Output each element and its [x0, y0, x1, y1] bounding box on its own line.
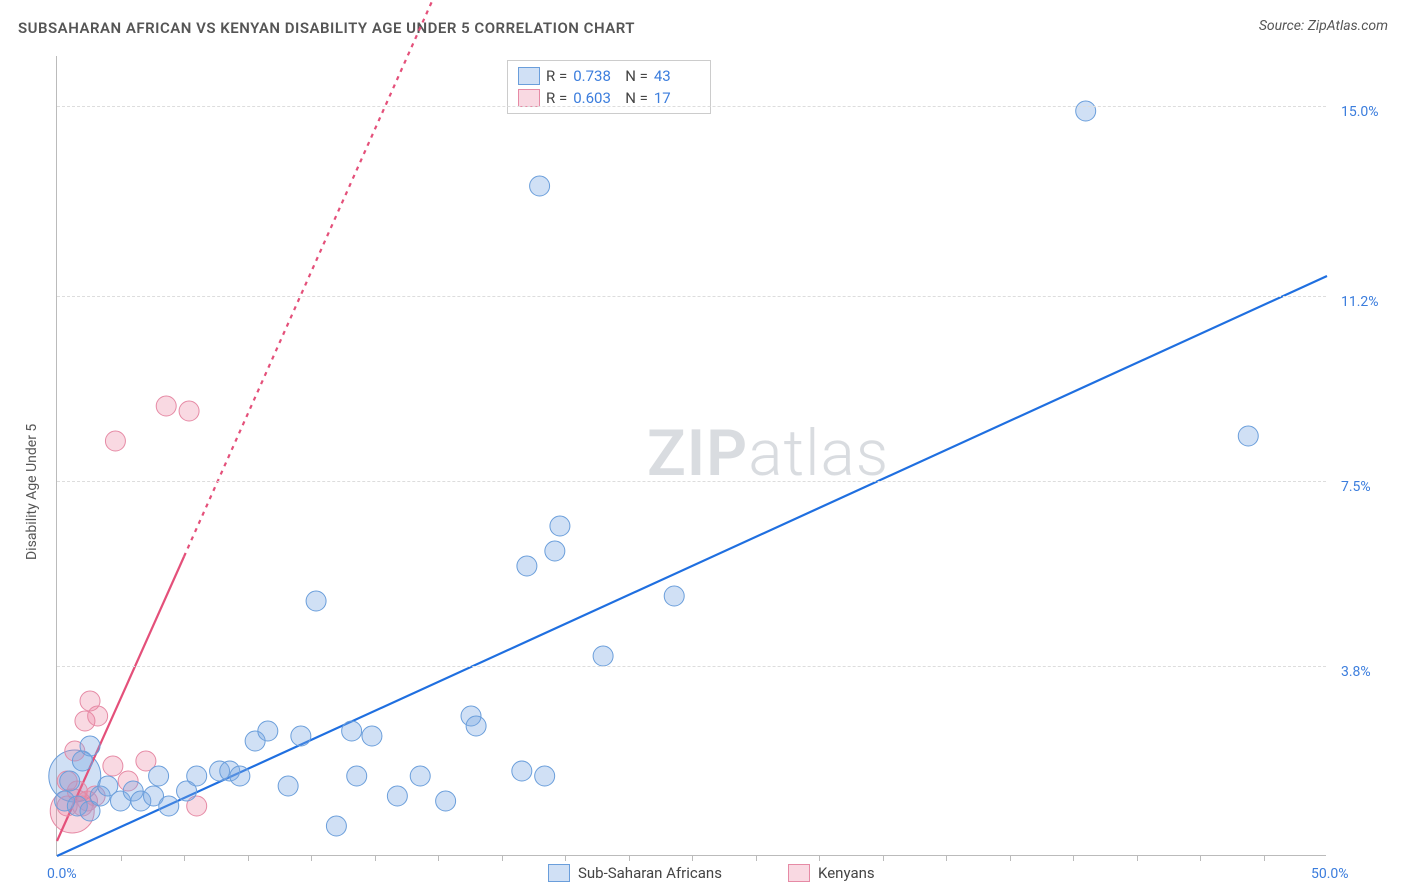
title-bar: SUBSAHARAN AFRICAN VS KENYAN DISABILITY … — [18, 18, 1388, 42]
x-tick — [1200, 855, 1201, 861]
scatter-point — [230, 766, 250, 786]
trendline-dashed — [184, 0, 463, 557]
scatter-point — [436, 791, 456, 811]
x-tick — [311, 855, 312, 861]
scatter-point — [1238, 426, 1258, 446]
plot-area: ZIPatlas R = 0.738 N = 43 R = 0.603 N = … — [56, 56, 1326, 856]
scatter-point — [362, 726, 382, 746]
scatter-point — [517, 556, 537, 576]
scatter-point — [410, 766, 430, 786]
scatter-point — [466, 716, 486, 736]
scatter-point — [545, 541, 565, 561]
scatter-point — [306, 591, 326, 611]
scatter-point — [103, 756, 123, 776]
scatter-point — [347, 766, 367, 786]
x-tick — [502, 855, 503, 861]
x-tick — [946, 855, 947, 861]
gridline-h — [57, 106, 1326, 107]
scatter-point — [512, 761, 532, 781]
swatch-blue — [518, 67, 540, 85]
x-tick — [248, 855, 249, 861]
x-tick — [1073, 855, 1074, 861]
r-value-pink: 0.603 — [573, 89, 619, 107]
scatter-point — [105, 431, 125, 451]
x-tick — [565, 855, 566, 861]
n-label: N = — [625, 67, 648, 85]
chart-title: SUBSAHARAN AFRICAN VS KENYAN DISABILITY … — [18, 19, 635, 37]
x-tick — [1264, 855, 1265, 861]
swatch-blue — [548, 864, 570, 882]
scatter-point — [179, 401, 199, 421]
legend-bottom-blue: Sub-Saharan Africans — [548, 864, 722, 882]
scatter-point — [80, 736, 100, 756]
n-value-blue: 43 — [654, 67, 700, 85]
n-label: N = — [625, 89, 648, 107]
x-tick — [629, 855, 630, 861]
scatter-point — [278, 776, 298, 796]
r-label: R = — [546, 67, 567, 85]
x-tick — [375, 855, 376, 861]
x-tick — [438, 855, 439, 861]
legend-bottom-pink: Kenyans — [788, 864, 875, 882]
x-tick — [1137, 855, 1138, 861]
scatter-point — [88, 706, 108, 726]
scatter-point — [258, 721, 278, 741]
swatch-pink — [518, 89, 540, 107]
legend-label-pink: Kenyans — [818, 864, 875, 882]
swatch-pink — [788, 864, 810, 882]
r-value-blue: 0.738 — [573, 67, 619, 85]
scatter-point — [1076, 101, 1096, 121]
y-tick-label: 11.2% — [1341, 294, 1379, 310]
gridline-h — [57, 481, 1326, 482]
gridline-h — [57, 666, 1326, 667]
x-tick — [121, 855, 122, 861]
y-axis-label: Disability Age Under 5 — [24, 424, 40, 560]
scatter-point — [535, 766, 555, 786]
scatter-point — [550, 516, 570, 536]
scatter-point — [187, 766, 207, 786]
x-tick — [819, 855, 820, 861]
source-attribution: Source: ZipAtlas.com — [1259, 18, 1388, 34]
x-tick — [883, 855, 884, 861]
n-value-pink: 17 — [654, 89, 700, 107]
x-tick — [184, 855, 185, 861]
scatter-point — [530, 176, 550, 196]
x-tick — [756, 855, 757, 861]
legend-label-blue: Sub-Saharan Africans — [578, 864, 722, 882]
r-label: R = — [546, 89, 567, 107]
y-tick-label: 7.5% — [1341, 479, 1371, 495]
scatter-point — [291, 726, 311, 746]
x-min-label: 0.0% — [47, 866, 77, 882]
scatter-point — [387, 786, 407, 806]
chart-svg — [57, 56, 1327, 856]
scatter-point — [593, 646, 613, 666]
y-tick-label: 15.0% — [1341, 104, 1379, 120]
legend-stats-row-blue: R = 0.738 N = 43 — [518, 65, 700, 87]
scatter-point — [149, 766, 169, 786]
gridline-h — [57, 296, 1326, 297]
scatter-point — [664, 586, 684, 606]
x-max-label: 50.0% — [1311, 866, 1349, 882]
scatter-point — [159, 796, 179, 816]
x-tick — [692, 855, 693, 861]
y-tick-label: 3.8% — [1341, 664, 1371, 680]
scatter-point — [60, 771, 80, 791]
scatter-point — [156, 396, 176, 416]
x-tick — [1010, 855, 1011, 861]
scatter-point — [342, 721, 362, 741]
scatter-point — [326, 816, 346, 836]
